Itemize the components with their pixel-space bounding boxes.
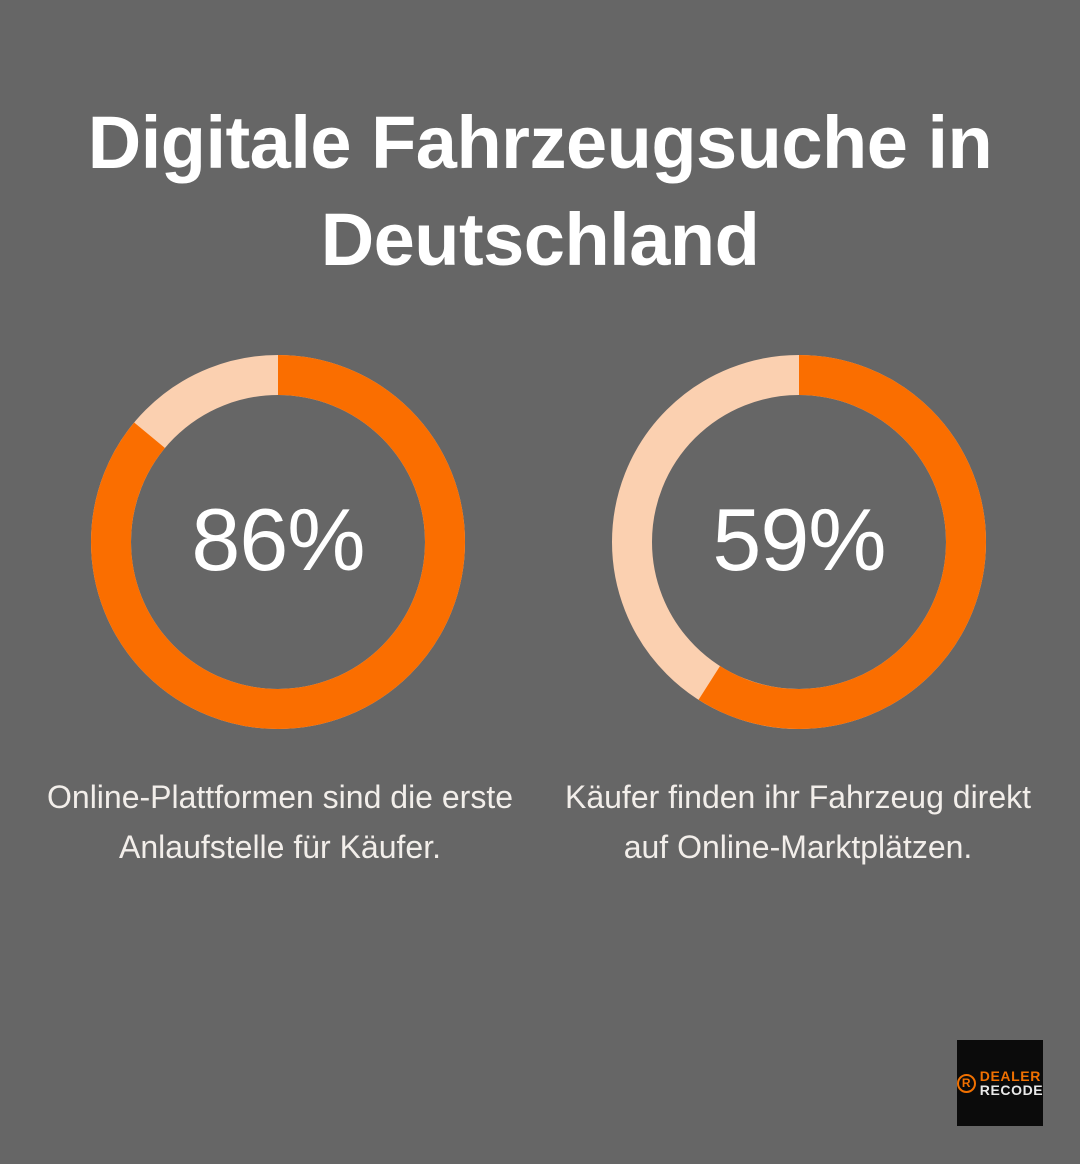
page-title-line-2: Deutschland [320, 198, 760, 281]
logo-word-dealer: DEALER [979, 1067, 1041, 1084]
circled-r-icon: R [956, 1073, 976, 1093]
charts-row: 86% 59% [0, 355, 1080, 735]
page-title: Digitale Fahrzeugsuche in Deutschland [0, 94, 1080, 288]
chart-cell-online-marktplaetze: 59% [612, 355, 986, 729]
logo-mark-letter: R [961, 1076, 971, 1090]
donut-arc-59 [612, 355, 986, 729]
caption-online-marktplaetze: Käufer finden ihr Fahrzeug direkt auf On… [564, 779, 1032, 865]
captions-row: Online-Plattformen sind die erste Anlauf… [0, 772, 1080, 952]
donut-svg-59 [612, 355, 986, 729]
donut-svg-86 [91, 355, 465, 729]
logo-word-recode: RECODE [979, 1082, 1044, 1098]
logo-wordmark: DEALER RECODE [979, 1067, 1044, 1098]
caption-online-plattformen: Online-Plattformen sind die erste Anlauf… [47, 779, 513, 865]
donut-chart-59: 59% [612, 355, 986, 729]
chart-cell-online-plattformen: 86% [91, 355, 465, 729]
logo-inner: R DEALER RECODE [956, 1067, 1044, 1098]
donut-value-86: 86% [191, 490, 365, 589]
donut-arc-86 [91, 355, 465, 729]
dealer-recode-logo: R DEALER RECODE [956, 1040, 1044, 1126]
donut-chart-86: 86% [91, 355, 465, 729]
donut-value-59: 59% [712, 490, 886, 589]
page-title-line-1: Digitale Fahrzeugsuche in [87, 101, 993, 184]
